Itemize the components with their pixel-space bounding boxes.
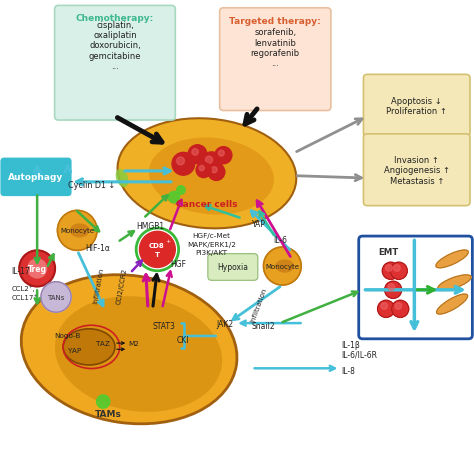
Circle shape xyxy=(219,151,224,157)
Ellipse shape xyxy=(436,250,468,268)
Text: MAPK/ERK1/2: MAPK/ERK1/2 xyxy=(187,241,236,247)
Ellipse shape xyxy=(55,297,222,412)
Text: Cancer cells: Cancer cells xyxy=(176,199,237,208)
Text: M2: M2 xyxy=(128,340,139,347)
Circle shape xyxy=(392,301,409,318)
Text: Snail2: Snail2 xyxy=(252,321,275,330)
FancyBboxPatch shape xyxy=(208,254,258,281)
Text: IL-8: IL-8 xyxy=(341,367,355,376)
Text: Invasion ↑
Angiogenesis ↑
Metastasis ↑: Invasion ↑ Angiogenesis ↑ Metastasis ↑ xyxy=(384,156,450,185)
Text: Targeted therapy:: Targeted therapy: xyxy=(229,17,321,26)
Ellipse shape xyxy=(275,260,294,273)
Text: CD8: CD8 xyxy=(148,242,164,248)
Text: HIF-1α: HIF-1α xyxy=(85,243,110,252)
FancyBboxPatch shape xyxy=(359,237,473,339)
Circle shape xyxy=(41,282,71,313)
Ellipse shape xyxy=(118,119,296,229)
Circle shape xyxy=(395,303,401,310)
Circle shape xyxy=(188,146,207,164)
Circle shape xyxy=(205,157,213,164)
Ellipse shape xyxy=(21,275,237,424)
Ellipse shape xyxy=(116,169,128,188)
Text: TAZ: TAZ xyxy=(96,340,110,347)
Text: YAP: YAP xyxy=(68,347,82,354)
FancyBboxPatch shape xyxy=(0,158,72,197)
Text: Chemotherapy:: Chemotherapy: xyxy=(76,14,154,23)
Text: sorafenib,
lenvatinib
regorafenib
...: sorafenib, lenvatinib regorafenib ... xyxy=(251,28,300,68)
Circle shape xyxy=(196,163,211,178)
Circle shape xyxy=(211,168,217,173)
FancyBboxPatch shape xyxy=(219,9,331,111)
Text: +: + xyxy=(165,239,170,244)
Text: IL-6: IL-6 xyxy=(273,236,287,245)
FancyBboxPatch shape xyxy=(364,75,470,138)
Circle shape xyxy=(386,265,392,272)
Circle shape xyxy=(28,259,46,278)
Circle shape xyxy=(201,153,222,173)
Text: HMGB1: HMGB1 xyxy=(136,222,164,231)
Circle shape xyxy=(381,303,387,310)
Ellipse shape xyxy=(437,295,468,315)
FancyBboxPatch shape xyxy=(364,135,470,206)
Circle shape xyxy=(176,158,184,166)
Text: PI3K/AKT: PI3K/AKT xyxy=(196,250,228,256)
Text: Infiltration: Infiltration xyxy=(92,267,105,304)
Ellipse shape xyxy=(438,275,471,291)
Circle shape xyxy=(385,282,401,299)
Text: Apoptosis ↓
Proliferation ↑: Apoptosis ↓ Proliferation ↑ xyxy=(386,97,447,116)
Text: EMT: EMT xyxy=(378,248,399,257)
Text: TANs: TANs xyxy=(47,294,65,300)
Circle shape xyxy=(139,232,175,268)
Text: CCl2/CCR2: CCl2/CCR2 xyxy=(116,267,128,304)
Text: YAP: YAP xyxy=(252,219,265,228)
Text: Infiltration: Infiltration xyxy=(250,287,268,323)
Text: CCL17⁺: CCL17⁺ xyxy=(11,294,37,300)
Text: STAT3: STAT3 xyxy=(153,321,175,330)
Circle shape xyxy=(383,263,399,280)
Text: Cyclin D1 ↓: Cyclin D1 ↓ xyxy=(68,180,115,189)
Circle shape xyxy=(168,192,180,203)
Circle shape xyxy=(388,284,394,291)
Ellipse shape xyxy=(149,138,274,215)
Text: HGF: HGF xyxy=(171,259,187,268)
Circle shape xyxy=(97,395,110,408)
Text: Monocyte: Monocyte xyxy=(265,264,300,269)
Text: cisplatin,
oxaliplatin
doxorubicin,
gemcitabine
...: cisplatin, oxaliplatin doxorubicin, gemc… xyxy=(89,20,141,71)
Circle shape xyxy=(192,149,199,156)
Circle shape xyxy=(172,153,195,176)
Text: IL-1β: IL-1β xyxy=(341,340,360,349)
Circle shape xyxy=(199,166,204,171)
Circle shape xyxy=(19,251,55,287)
Text: HGF/c-Met: HGF/c-Met xyxy=(192,233,231,238)
Text: T: T xyxy=(155,252,160,258)
Text: CKI: CKI xyxy=(176,336,189,345)
Circle shape xyxy=(215,148,232,164)
Circle shape xyxy=(378,301,394,318)
Ellipse shape xyxy=(70,224,90,238)
Text: IL-17: IL-17 xyxy=(11,267,30,276)
Text: TAMs: TAMs xyxy=(94,409,121,418)
Text: CCL2⁺,: CCL2⁺, xyxy=(11,285,35,291)
Text: Nogo-B: Nogo-B xyxy=(55,332,81,338)
Circle shape xyxy=(177,186,185,195)
FancyBboxPatch shape xyxy=(55,6,175,121)
Circle shape xyxy=(208,164,225,181)
Text: Autophagy: Autophagy xyxy=(9,173,64,182)
Ellipse shape xyxy=(63,329,115,365)
Text: Treg: Treg xyxy=(27,264,46,273)
Circle shape xyxy=(264,248,301,286)
Circle shape xyxy=(393,265,400,272)
Text: Monocyte: Monocyte xyxy=(60,228,94,234)
Circle shape xyxy=(57,211,97,251)
Text: Hypoxia: Hypoxia xyxy=(218,263,248,272)
Circle shape xyxy=(390,263,407,280)
Text: IL-6/IL-6R: IL-6/IL-6R xyxy=(341,350,377,359)
Text: JAK2: JAK2 xyxy=(216,319,234,328)
